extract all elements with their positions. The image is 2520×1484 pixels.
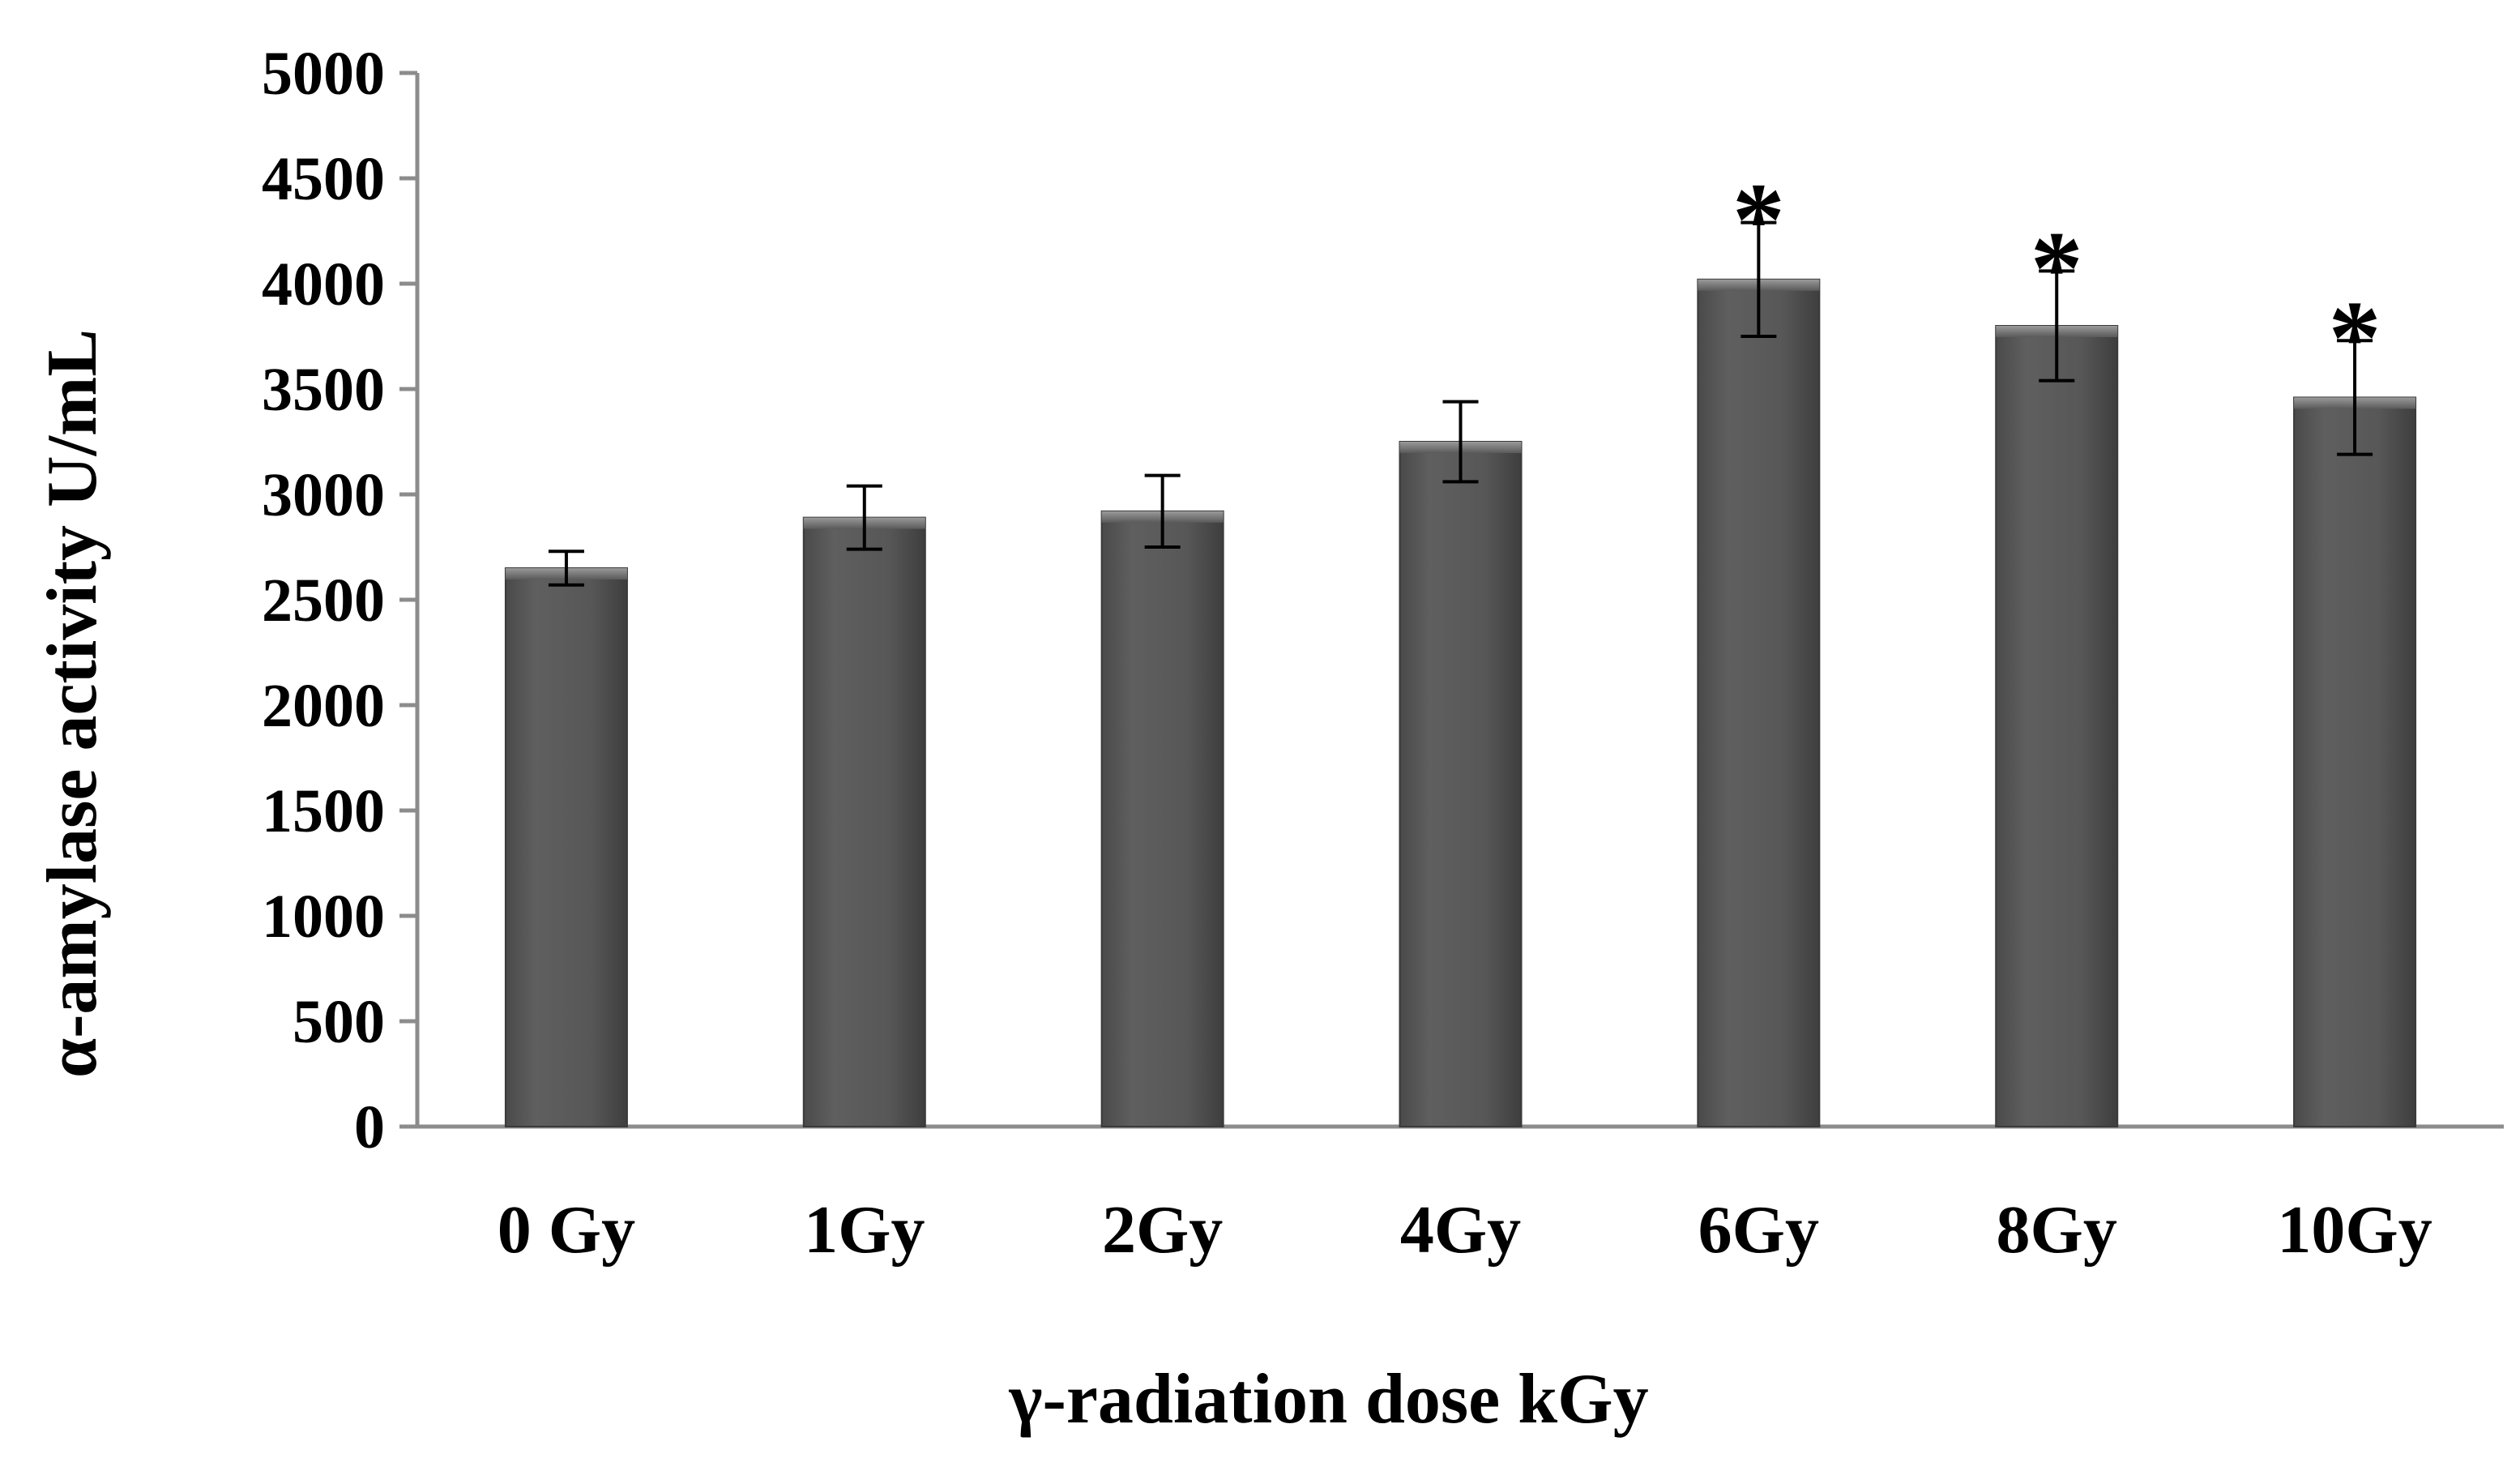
- significance-star: *: [2031, 210, 2083, 327]
- y-tick-label: 3500: [262, 356, 385, 424]
- significance-star: *: [2329, 280, 2381, 396]
- bar: [1399, 441, 1523, 1127]
- bar: [1697, 278, 1821, 1127]
- bar: [2293, 396, 2417, 1127]
- x-tick-label: 1Gy: [804, 1192, 925, 1268]
- error-bars: [548, 220, 2373, 587]
- x-tick-label: 2Gy: [1102, 1192, 1223, 1268]
- bar: [802, 516, 926, 1127]
- y-tick-label: 4500: [262, 145, 385, 213]
- y-tick-label: 2000: [262, 672, 385, 740]
- bar: [1100, 510, 1224, 1127]
- significance-star: *: [1732, 162, 1785, 279]
- x-tick-label: 8Gy: [1997, 1192, 2117, 1268]
- y-tick-label: 1000: [262, 883, 385, 951]
- y-tick-label: 3000: [262, 461, 385, 529]
- y-tick-label: 1500: [262, 777, 385, 845]
- x-tick-label: 10Gy: [2277, 1192, 2432, 1268]
- y-tick-label: 4000: [262, 250, 385, 319]
- y-tick-label: 2500: [262, 567, 385, 635]
- y-tick-label: 0: [354, 1093, 385, 1161]
- x-tick-label: 6Gy: [1698, 1192, 1819, 1268]
- bar: [504, 567, 628, 1127]
- significance-markers: * * *: [1732, 162, 2381, 397]
- y-axis-title: α-amylase activity U/mL: [33, 329, 112, 1078]
- bar: [1995, 325, 2119, 1127]
- x-tick-label: 4Gy: [1400, 1192, 1521, 1268]
- y-axis: 0 500 1000 1500 2000 2500 3000 3500 4000 4500 5000: [262, 40, 420, 1161]
- x-tick-label: 0 Gy: [498, 1192, 635, 1268]
- y-tick-label: 500: [293, 988, 385, 1056]
- x-axis-title: γ-radiation dose kGy: [1008, 1360, 1648, 1439]
- y-tick-label: 5000: [262, 40, 385, 108]
- x-axis: 0 Gy 1Gy 2Gy 4Gy 6Gy 8Gy 10Gy: [417, 1124, 2504, 1268]
